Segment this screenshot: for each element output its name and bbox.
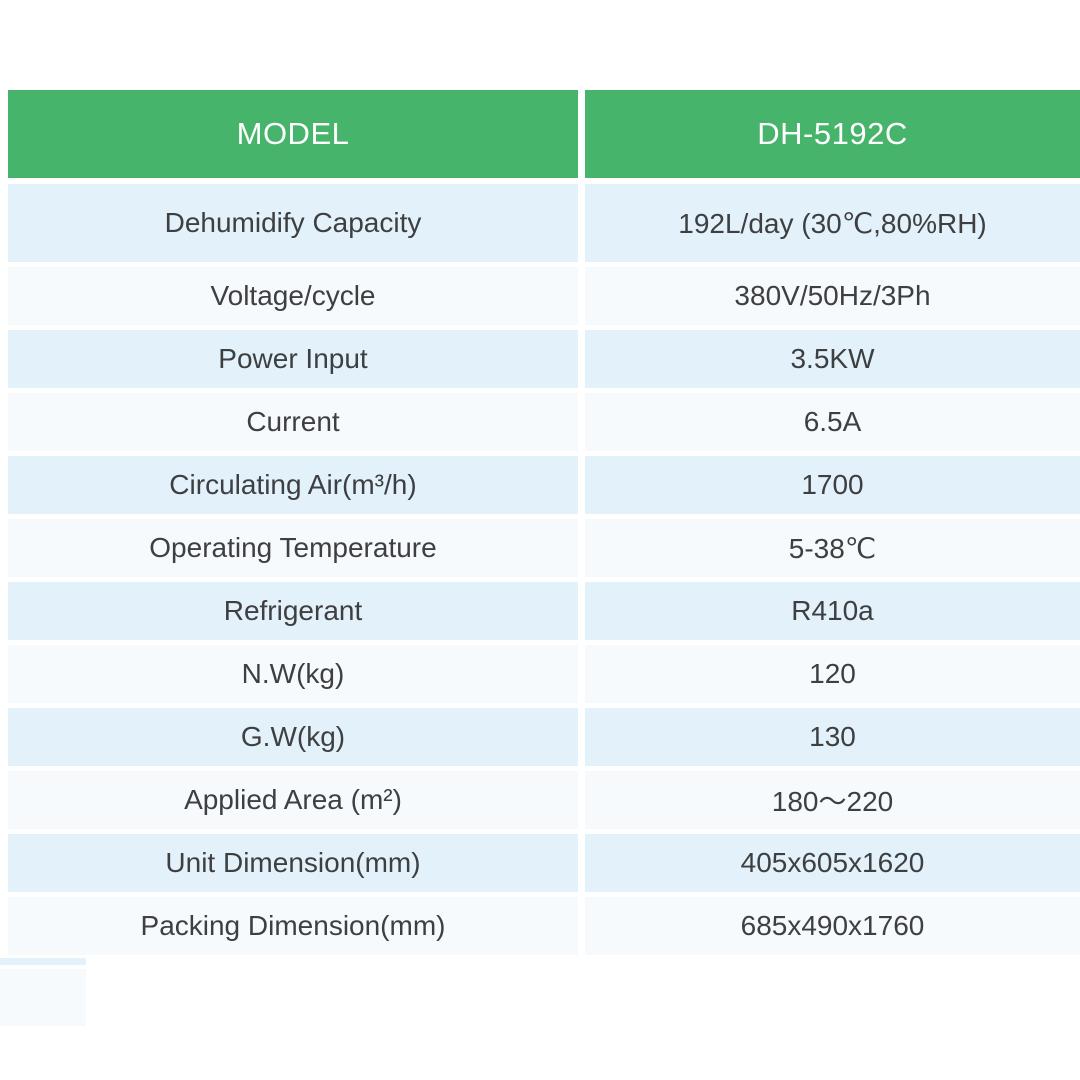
row-value: R410a bbox=[585, 582, 1080, 640]
column-divider bbox=[578, 645, 585, 703]
table-row: Current 6.5A bbox=[8, 393, 1080, 451]
row-label: Current bbox=[8, 393, 578, 451]
row-value: 380V/50Hz/3Ph bbox=[585, 267, 1080, 325]
table-row: Voltage/cycle 380V/50Hz/3Ph bbox=[8, 267, 1080, 325]
row-label: Unit Dimension(mm) bbox=[8, 834, 578, 892]
table-row: Applied Area (m²) 180～220 bbox=[8, 771, 1080, 829]
column-divider bbox=[578, 267, 585, 325]
row-value: 1700 bbox=[585, 456, 1080, 514]
row-value: 685x490x1760 bbox=[585, 897, 1080, 955]
row-value: 120 bbox=[585, 645, 1080, 703]
column-divider bbox=[578, 771, 585, 829]
row-label: Dehumidify Capacity bbox=[8, 184, 578, 262]
table-row: Unit Dimension(mm) 405x605x1620 bbox=[8, 834, 1080, 892]
row-value: 180～220 bbox=[585, 771, 1080, 829]
row-label: G.W(kg) bbox=[8, 708, 578, 766]
header-model-value-cell: DH-5192C bbox=[585, 90, 1080, 178]
row-value: 3.5KW bbox=[585, 330, 1080, 388]
column-divider bbox=[578, 330, 585, 388]
table-row: Refrigerant R410a bbox=[8, 582, 1080, 640]
table-row: Dehumidify Capacity 192L/day (30℃,80%RH) bbox=[8, 184, 1080, 262]
table-header-row: MODEL DH-5192C bbox=[8, 90, 1080, 178]
column-divider bbox=[578, 90, 585, 178]
row-label: Operating Temperature bbox=[8, 519, 578, 577]
row-label: N.W(kg) bbox=[8, 645, 578, 703]
column-divider bbox=[578, 897, 585, 955]
row-value: 6.5A bbox=[585, 393, 1080, 451]
specification-table: MODEL DH-5192C Dehumidify Capacity 192L/… bbox=[8, 90, 1080, 960]
column-divider bbox=[578, 519, 585, 577]
row-value: 5-38℃ bbox=[585, 519, 1080, 577]
table-row: G.W(kg) 130 bbox=[8, 708, 1080, 766]
row-label: Packing Dimension(mm) bbox=[8, 897, 578, 955]
column-divider bbox=[578, 834, 585, 892]
table-row: Packing Dimension(mm) 685x490x1760 bbox=[8, 897, 1080, 955]
row-value: 405x605x1620 bbox=[585, 834, 1080, 892]
next-table-fragment-header-strip bbox=[0, 958, 86, 965]
row-label: Power Input bbox=[8, 330, 578, 388]
row-label: Applied Area (m²) bbox=[8, 771, 578, 829]
row-label: Circulating Air(m³/h) bbox=[8, 456, 578, 514]
next-table-fragment-row-block bbox=[0, 969, 86, 1026]
table-row: Circulating Air(m³/h) 1700 bbox=[8, 456, 1080, 514]
header-model-cell: MODEL bbox=[8, 90, 578, 178]
table-row: Power Input 3.5KW bbox=[8, 330, 1080, 388]
column-divider bbox=[578, 184, 585, 262]
row-value: 192L/day (30℃,80%RH) bbox=[585, 184, 1080, 262]
table-row: N.W(kg) 120 bbox=[8, 645, 1080, 703]
row-value: 130 bbox=[585, 708, 1080, 766]
column-divider bbox=[578, 582, 585, 640]
column-divider bbox=[578, 456, 585, 514]
table-row: Operating Temperature 5-38℃ bbox=[8, 519, 1080, 577]
row-label: Refrigerant bbox=[8, 582, 578, 640]
row-label: Voltage/cycle bbox=[8, 267, 578, 325]
column-divider bbox=[578, 393, 585, 451]
column-divider bbox=[578, 708, 585, 766]
